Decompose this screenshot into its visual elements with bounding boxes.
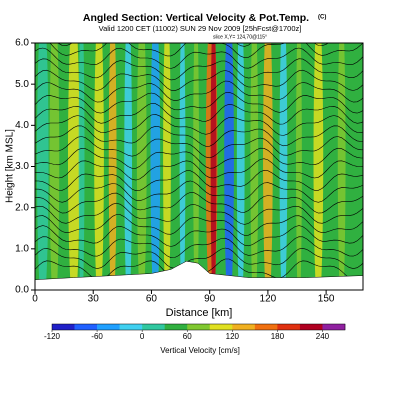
field-band — [296, 43, 302, 290]
field-band — [136, 43, 147, 290]
colorbar-segment — [119, 324, 143, 330]
theta-contour — [35, 113, 363, 136]
field-band — [163, 43, 171, 290]
terrain — [35, 260, 363, 290]
colorbar-tick-label: 0 — [140, 332, 145, 341]
field-band — [94, 43, 104, 290]
field — [35, 43, 363, 290]
colorbar-tick-label: 180 — [271, 332, 285, 341]
theta-contour — [35, 169, 363, 192]
theta-contour — [35, 236, 363, 259]
x-tick-label: 0 — [32, 294, 38, 305]
theta-contour — [35, 47, 363, 69]
theta-contour — [35, 214, 363, 236]
field-band — [224, 43, 234, 290]
x-tick-label: 150 — [318, 294, 335, 305]
y-tick-label: 2.0 — [15, 202, 29, 213]
field-band — [250, 43, 259, 290]
theta-contour — [35, 158, 363, 181]
theta-contour — [35, 247, 363, 269]
y-tick-label: 1.0 — [15, 243, 29, 254]
field-band — [150, 43, 161, 290]
field-band — [263, 43, 273, 290]
colorbar-tick-label: -120 — [44, 332, 61, 341]
colorbar-tick-label: 240 — [316, 332, 330, 341]
x-tick-label: 30 — [88, 294, 100, 305]
theta-contour — [35, 80, 363, 103]
colorbar-frame — [51, 323, 346, 331]
theta-contour — [35, 136, 363, 159]
theta-contour — [35, 69, 363, 92]
colorbar-segment — [187, 324, 211, 330]
colorbar-segment — [277, 324, 301, 330]
field-band — [36, 43, 49, 290]
theta-contour — [35, 202, 363, 225]
colorbar-tick-label: 120 — [226, 332, 240, 341]
slice-label: slice X,Y= 124,70@115° — [213, 34, 267, 40]
field-band — [313, 43, 324, 290]
x-axis-label: Distance [km] — [166, 307, 233, 319]
field-band — [210, 43, 217, 290]
theta-contour — [35, 192, 363, 214]
field-band — [337, 43, 346, 290]
theta-contour — [35, 225, 363, 247]
colorbar-segment — [74, 324, 98, 330]
theta-contour — [35, 91, 363, 114]
colorbar-segment — [209, 324, 233, 330]
x-tick-label: 90 — [204, 294, 216, 305]
colorbar-label: Vertical Velocity [cm/s] — [160, 346, 240, 355]
y-tick-label: 4.0 — [15, 120, 29, 131]
theta-contour — [49, 43, 363, 59]
field-band — [67, 43, 80, 290]
title-mark: (C) — [318, 15, 326, 21]
y-axis-label: Height [km MSL] — [5, 129, 16, 203]
colorbar-segment — [299, 324, 323, 330]
field-band — [124, 43, 133, 290]
field-band — [78, 43, 85, 290]
subtitle: Valid 1200 CET (11002) SUN 29 Nov 2009 [… — [99, 24, 302, 33]
field-band — [236, 43, 245, 290]
theta-contour — [35, 147, 363, 169]
y-tick-label: 0.0 — [15, 285, 29, 296]
field-band — [179, 43, 186, 290]
colorbar-segment — [164, 324, 188, 330]
theta-contour — [35, 103, 363, 125]
y-tick-label: 6.0 — [15, 38, 29, 49]
colorbar-segment — [254, 324, 278, 330]
colorbar-segment — [322, 324, 346, 330]
field-band — [49, 43, 60, 290]
field-band — [279, 43, 288, 290]
colorbar-segment — [232, 324, 256, 330]
theta-contour — [35, 180, 363, 203]
colorbar-segment — [52, 324, 75, 330]
x-tick-label: 120 — [260, 294, 277, 305]
colorbar-tick-label: -60 — [91, 332, 103, 341]
colorbar-tick-label: 60 — [183, 332, 192, 341]
y-tick-label: 3.0 — [15, 161, 29, 172]
theta-contour — [35, 58, 363, 81]
y-tick-label: 5.0 — [15, 79, 29, 90]
colorbar-segment — [97, 324, 120, 330]
theta-contour — [35, 125, 363, 147]
chart-title: Angled Section: Vertical Velocity & Pot.… — [83, 12, 309, 24]
x-tick-label: 60 — [146, 294, 158, 305]
colorbar-segment — [142, 324, 165, 330]
field-band — [193, 43, 199, 290]
